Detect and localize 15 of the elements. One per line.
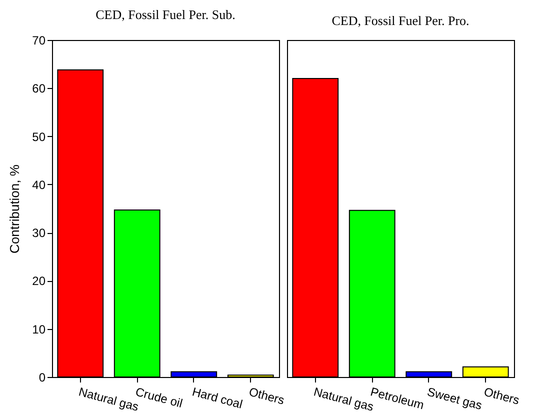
y-tick-label: 20 — [32, 274, 46, 288]
chart-title: CED, Fossil Fuel Per. Pro. — [332, 13, 470, 28]
x-tick-label: Others — [482, 384, 521, 408]
x-tick-label: Others — [248, 384, 286, 408]
y-tick-label: 50 — [32, 130, 46, 144]
y-tick-label: 60 — [32, 82, 46, 96]
y-tick-label: 30 — [32, 226, 46, 240]
y-tick-label: 40 — [32, 178, 46, 192]
y-tick-label: 70 — [32, 34, 46, 48]
chart-title: CED, Fossil Fuel Per. Sub. — [96, 7, 236, 22]
y-tick-label: 0 — [38, 370, 46, 384]
y-tick-label: 10 — [32, 322, 46, 336]
y-axis-title: Contribution, % — [7, 164, 22, 254]
x-tick-label: Sweet gas — [426, 384, 484, 413]
x-tick-label: Hard coal — [190, 384, 244, 412]
